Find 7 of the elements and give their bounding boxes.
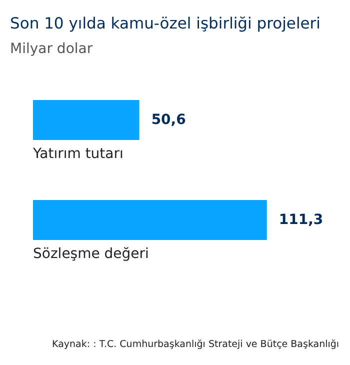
y-tick-label: Yatırım tutarı bbox=[32, 146, 124, 162]
data-label: 111,3 bbox=[278, 212, 324, 228]
text: Kaynak: : T.C. Cumhurbaşkanlığı Strateji ve Bütçe Başkanlığı bbox=[52, 339, 340, 350]
y-tick-label: Sözleşme değeri bbox=[33, 246, 149, 262]
chart-subtitle: Milyar dolar bbox=[10, 41, 93, 57]
chart-title: Son 10 yılda kamu-özel işbirliği projeleri bbox=[10, 14, 320, 32]
data-label: 50,6 bbox=[151, 112, 186, 128]
